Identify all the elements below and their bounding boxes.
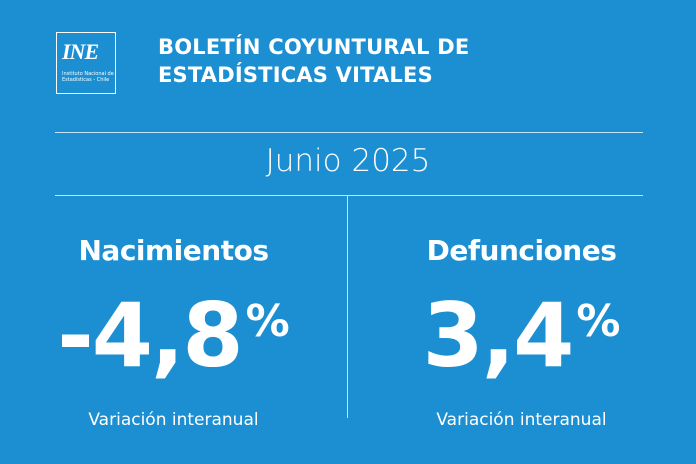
panel-note: Variación interanual bbox=[88, 410, 259, 430]
logo-mark: INE bbox=[62, 39, 99, 64]
panel: Defunciones 3,4% Variación interanual bbox=[348, 196, 695, 430]
value-unit: % bbox=[576, 296, 621, 347]
panel: Nacimientos -4,8% Variación interanual bbox=[0, 196, 347, 430]
panel-label: Defunciones bbox=[426, 234, 617, 267]
title-line: ESTADÍSTICAS VITALES bbox=[158, 63, 433, 87]
period: Junio 2025 bbox=[265, 143, 431, 179]
logo: INE Instituto Nacional de Estadísticas -… bbox=[56, 32, 116, 94]
title-line: BOLETÍN COYUNTURAL DE bbox=[158, 35, 470, 59]
divider bbox=[347, 196, 348, 418]
logo-subtitle: Instituto Nacional de Estadísticas - Chi… bbox=[62, 71, 114, 83]
value-unit: % bbox=[245, 296, 290, 347]
divider bbox=[55, 132, 643, 133]
value-number: 3,4 bbox=[422, 284, 575, 387]
panel-note: Variación interanual bbox=[436, 410, 607, 430]
value-number: -4,8 bbox=[57, 284, 243, 387]
panel-value: -4,8% bbox=[0, 277, 347, 406]
panel-label: Nacimientos bbox=[78, 234, 269, 267]
divider bbox=[55, 195, 643, 196]
title: BOLETÍN COYUNTURAL DE ESTADÍSTICAS VITAL… bbox=[158, 33, 469, 89]
panel-value: 3,4% bbox=[348, 277, 695, 406]
